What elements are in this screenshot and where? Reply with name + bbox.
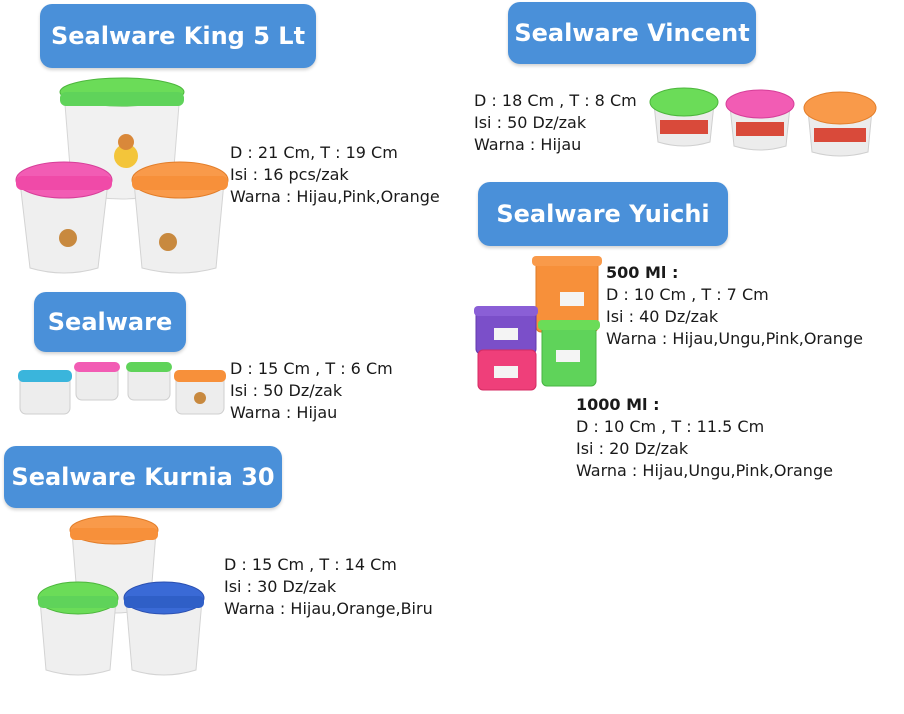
badge-sealware-kurnia: Sealware Kurnia 30 (4, 446, 282, 508)
image-sealware-kurnia-containers (37, 515, 205, 676)
specs-sealware-king: D : 21 Cm, T : 19 Cm Isi : 16 pcs/zak Wa… (230, 142, 440, 208)
product-title: Sealware (47, 308, 173, 336)
content-text: Isi : 50 Dz/zak (474, 113, 587, 132)
image-sealware-king-containers (15, 77, 229, 274)
content-text: Isi : 50 Dz/zak (230, 381, 343, 400)
content-text: Isi : 16 pcs/zak (230, 165, 349, 184)
image-sealware-containers (18, 362, 226, 415)
badge-sealware: Sealware (34, 292, 186, 352)
badge-sealware-vincent: Sealware Vincent (508, 2, 756, 64)
colors-text: Warna : Hijau (474, 135, 582, 154)
product-title: Sealware Yuichi (496, 200, 710, 228)
variant-label: 1000 Ml : (576, 395, 660, 414)
colors-text: Warna : Hijau,Orange,Biru (224, 599, 433, 618)
content-text: Isi : 40 Dz/zak (606, 307, 719, 326)
badge-sealware-yuichi: Sealware Yuichi (478, 182, 728, 246)
product-title: Sealware Vincent (514, 19, 750, 47)
colors-text: Warna : Hijau,Ungu,Pink,Orange (606, 329, 863, 348)
specs-yuichi-1000: 1000 Ml : D : 10 Cm , T : 11.5 Cm Isi : … (576, 394, 833, 482)
variant-label: 500 Ml : (606, 263, 679, 282)
badge-sealware-king: Sealware King 5 Lt (40, 4, 316, 68)
size-text: D : 21 Cm, T : 19 Cm (230, 143, 398, 162)
colors-text: Warna : Hijau,Ungu,Pink,Orange (576, 461, 833, 480)
content-text: Isi : 20 Dz/zak (576, 439, 689, 458)
specs-sealware-vincent: D : 18 Cm , T : 8 Cm Isi : 50 Dz/zak War… (474, 90, 637, 156)
size-text: D : 15 Cm , T : 14 Cm (224, 555, 397, 574)
colors-text: Warna : Hijau (230, 403, 338, 422)
product-title: Sealware King 5 Lt (50, 22, 306, 50)
size-text: D : 10 Cm , T : 7 Cm (606, 285, 769, 304)
image-sealware-vincent-containers (649, 87, 877, 157)
specs-sealware: D : 15 Cm , T : 6 Cm Isi : 50 Dz/zak War… (230, 358, 393, 424)
size-text: D : 15 Cm , T : 6 Cm (230, 359, 393, 378)
colors-text: Warna : Hijau,Pink,Orange (230, 187, 440, 206)
size-text: D : 10 Cm , T : 11.5 Cm (576, 417, 765, 436)
specs-sealware-kurnia: D : 15 Cm , T : 14 Cm Isi : 30 Dz/zak Wa… (224, 554, 433, 620)
image-sealware-yuichi-containers (474, 256, 602, 391)
product-title: Sealware Kurnia 30 (11, 463, 275, 491)
specs-yuichi-500: 500 Ml : D : 10 Cm , T : 7 Cm Isi : 40 D… (606, 262, 863, 350)
size-text: D : 18 Cm , T : 8 Cm (474, 91, 637, 110)
content-text: Isi : 30 Dz/zak (224, 577, 337, 596)
